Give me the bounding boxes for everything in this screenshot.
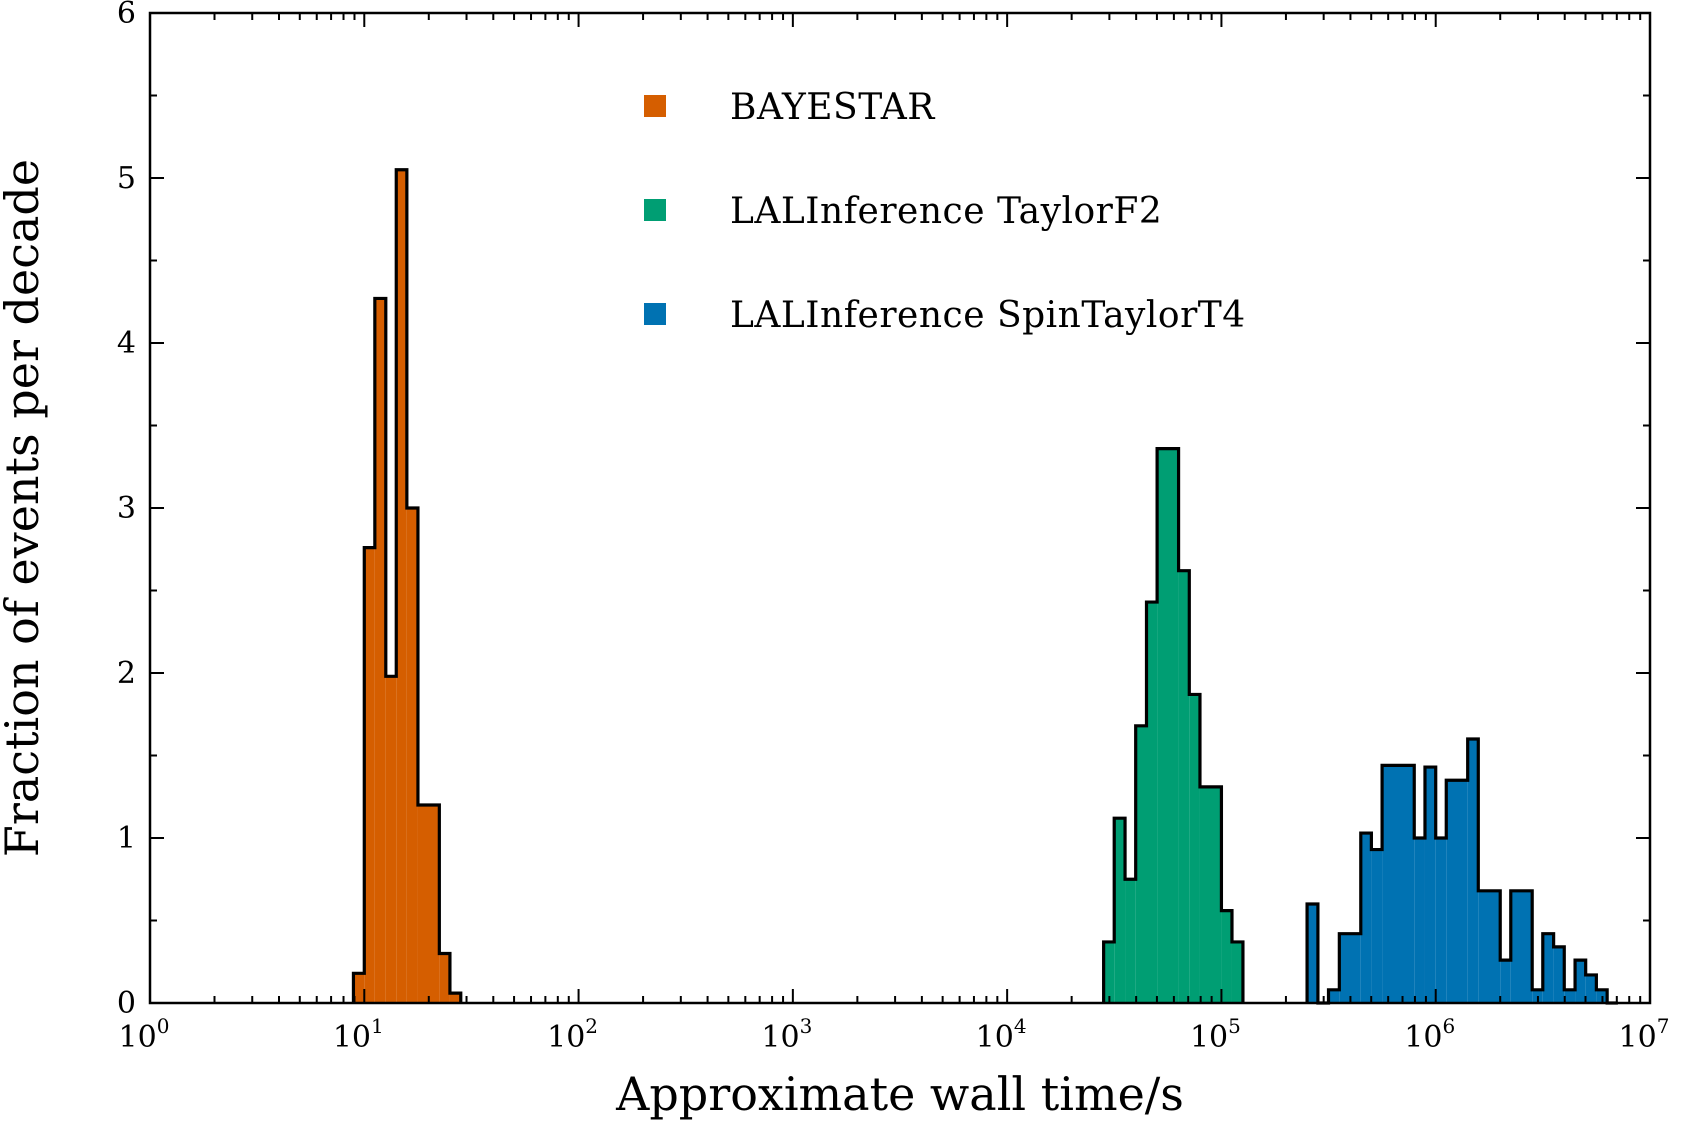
histogram-bar <box>1114 818 1126 1003</box>
legend-swatch <box>644 95 666 117</box>
histogram-bar <box>1157 448 1179 1004</box>
histogram-bar <box>1564 989 1576 1003</box>
x-tick-label: 103 <box>761 1014 812 1055</box>
histogram-bar <box>1500 960 1511 1003</box>
histogram-bar <box>1328 989 1340 1003</box>
x-tick-label: 102 <box>547 1014 598 1055</box>
histogram-layer <box>351 168 1618 1005</box>
histogram-bar <box>1510 890 1533 1003</box>
y-tick-label: 4 <box>117 326 136 361</box>
histogram-bar <box>1146 602 1158 1003</box>
histogram-bar <box>1360 833 1372 1003</box>
y-tick-label: 6 <box>117 0 136 31</box>
histogram-bar <box>1199 786 1222 1003</box>
legend: BAYESTAR LALInference TaylorF2 LALInferenc… <box>644 87 1246 336</box>
histogram-bar <box>1467 739 1479 1003</box>
x-tick-label: 105 <box>1190 1014 1241 1055</box>
histogram-bar <box>1103 941 1115 1003</box>
histogram-bar <box>417 805 440 1003</box>
legend-swatch <box>644 199 666 221</box>
histogram-bar <box>385 676 397 1003</box>
legend-label: LALInference TaylorF2 <box>730 191 1162 232</box>
y-tick-label: 5 <box>117 161 136 196</box>
histogram-bar <box>1221 910 1232 1003</box>
x-tick-label: 101 <box>333 1014 384 1055</box>
series-lalinference-taylorf2 <box>1102 447 1245 1004</box>
histogram-bar <box>1542 933 1554 1003</box>
histogram-bar <box>1382 765 1415 1003</box>
histogram-bar <box>1178 570 1190 1003</box>
histogram-bar <box>1585 974 1597 1003</box>
histogram-bar <box>1371 849 1383 1003</box>
legend-label: BAYESTAR <box>730 87 935 128</box>
histogram-bar <box>1575 960 1586 1003</box>
y-tick-label: 2 <box>117 656 136 691</box>
histogram-bar <box>1414 838 1425 1003</box>
histogram-bar <box>406 508 418 1003</box>
histogram-outline <box>1102 447 1245 1003</box>
tick-labels-layer: 100 101 102 103 104 105 106 107 0 1 2 3 4 5 6 <box>117 0 1670 1055</box>
histogram-bar <box>1435 838 1447 1003</box>
legend-label: LALInference SpinTaylorT4 <box>730 295 1246 336</box>
legend-item-lalinference-spintaylort4: LALInference SpinTaylorT4 <box>644 295 1246 336</box>
series-lalinference-spintaylort4 <box>1305 737 1618 1005</box>
histogram-outline <box>351 168 463 1003</box>
histogram-bar <box>1553 946 1565 1003</box>
histogram-bar <box>1339 933 1361 1003</box>
y-tick-label: 3 <box>117 491 136 526</box>
histogram-bar <box>353 973 365 1003</box>
histogram-bar <box>396 169 407 1003</box>
histogram-outline <box>1305 737 1618 1005</box>
x-tick-label: 106 <box>1404 1014 1455 1055</box>
histogram-bar <box>1135 725 1147 1003</box>
x-axis-title: Approximate wall time/s <box>615 1067 1184 1121</box>
legend-swatch <box>644 303 666 325</box>
x-tick-label: 104 <box>976 1014 1027 1055</box>
y-axis-title: Fraction of events per decade <box>0 159 49 857</box>
legend-item-lalinference-taylorf2: LALInference TaylorF2 <box>644 191 1162 232</box>
histogram-bar <box>1189 694 1200 1003</box>
histogram-bar <box>1446 780 1468 1003</box>
x-tick-label: 100 <box>119 1014 170 1055</box>
plot-frame <box>148 11 1652 1005</box>
histogram-bar <box>439 953 450 1003</box>
legend-item-bayestar: BAYESTAR <box>644 87 935 128</box>
y-tick-label: 0 <box>117 986 136 1021</box>
histogram-bar <box>449 993 461 1003</box>
histogram-bar <box>364 547 375 1003</box>
histogram-bar <box>374 298 386 1003</box>
histogram-bar <box>1231 941 1243 1003</box>
y-tick-label: 1 <box>117 821 136 856</box>
x-tick-label: 107 <box>1619 1014 1670 1055</box>
histogram-bar <box>1307 904 1318 1003</box>
series-bayestar <box>351 168 463 1003</box>
histogram-bar <box>1478 890 1501 1003</box>
histogram-bar <box>1424 767 1436 1003</box>
histogram-bar <box>1125 879 1136 1003</box>
